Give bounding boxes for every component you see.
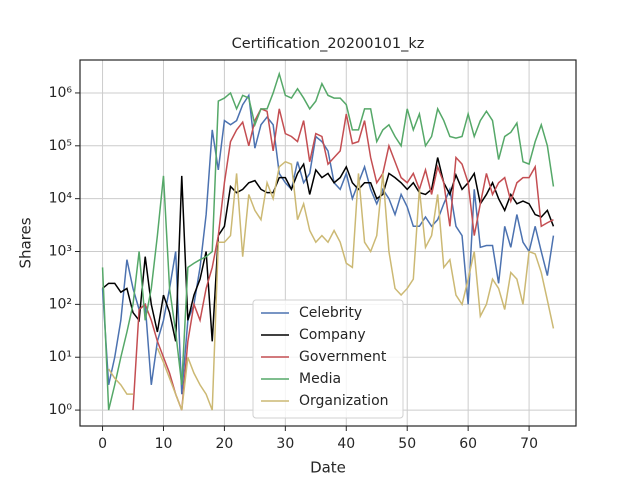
x-tick-label: 20 (215, 436, 233, 452)
series-line (132, 107, 554, 411)
plot-frame (79, 59, 577, 427)
y-tick-label: 10⁰ (49, 402, 73, 418)
legend-label: Government (299, 349, 387, 365)
legend-label: Organization (299, 393, 389, 409)
legend-label: Celebrity (299, 305, 362, 321)
x-tick-label: 40 (337, 436, 355, 452)
y-tick-label: 10³ (49, 244, 72, 260)
x-tick-label: 10 (155, 436, 173, 452)
x-tick-label: 50 (398, 436, 416, 452)
y-tick-label: 10² (49, 296, 72, 312)
x-tick-label: 60 (459, 436, 477, 452)
series-line (108, 160, 555, 411)
x-tick-label: 70 (520, 436, 538, 452)
y-tick-label: 10⁴ (49, 191, 73, 207)
plot-area (101, 71, 555, 411)
x-tick-label: 0 (98, 436, 107, 452)
y-tick-label: 10⁵ (49, 138, 72, 154)
chart-title: Certification_20200101_kz (232, 36, 425, 52)
x-tick-label: 30 (276, 436, 294, 452)
legend-box (252, 299, 404, 419)
legend-label: Company (299, 327, 366, 343)
y-tick-label: 10⁶ (49, 85, 73, 101)
y-tick-label: 10¹ (49, 349, 72, 365)
series-line (102, 157, 555, 342)
legend-label: Media (299, 371, 341, 387)
y-axis-label: Shares (17, 217, 35, 268)
series-line (101, 71, 555, 411)
x-axis-label: Date (310, 459, 346, 477)
